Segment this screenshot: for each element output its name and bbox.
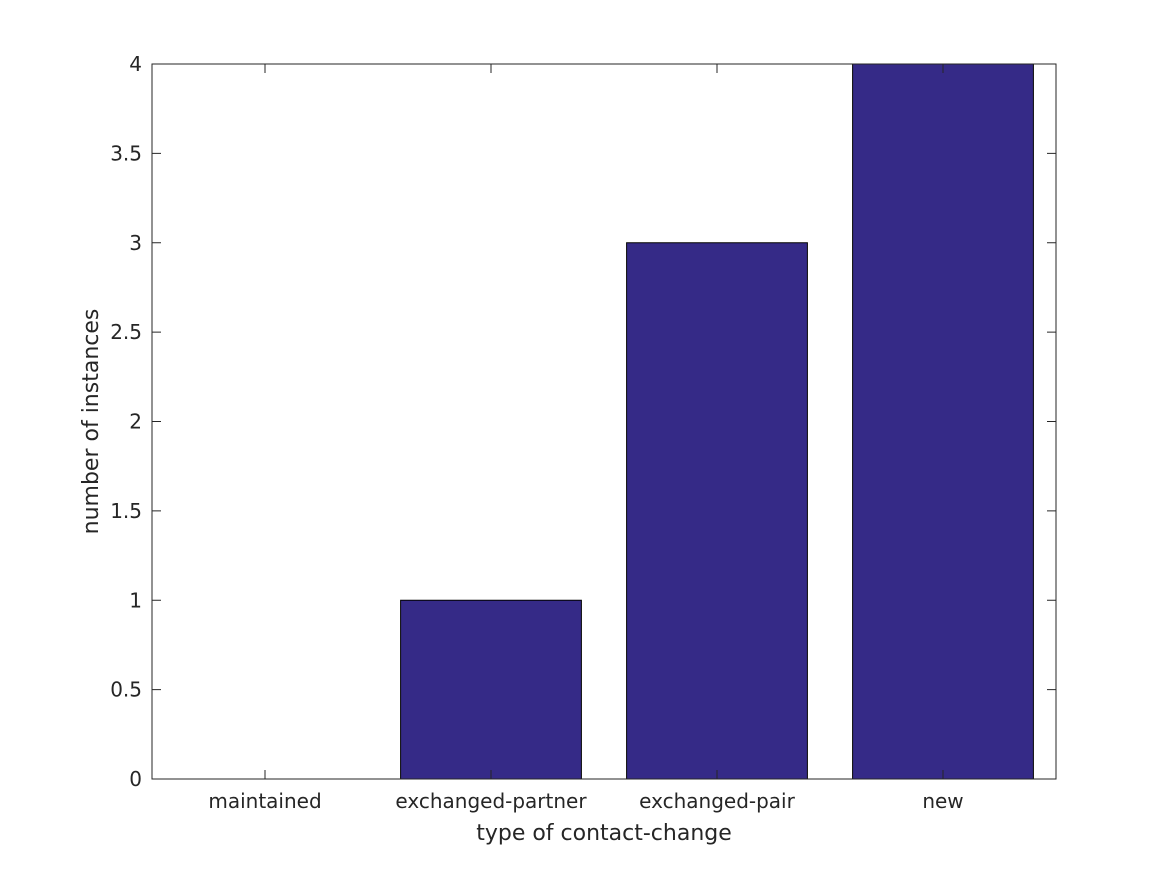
y-tick-label: 0 [129,767,142,791]
bar-new [852,63,1034,780]
axes-box [151,63,1057,780]
tick-labels-group: maintained exchanged-partner exchanged-pai… [110,52,963,813]
bar-exchanged-partner [400,599,582,780]
y-tick-label: 2 [129,410,142,434]
y-tick-label: 1.5 [110,499,142,523]
y-tick-label: 0.5 [110,678,142,702]
x-tick-label: exchanged-partner [395,789,587,813]
y-tick-label: 3 [129,231,142,255]
x-tick-label: maintained [208,789,321,813]
x-tick-label: exchanged-pair [639,789,795,813]
x-tick-label: new [922,789,963,813]
y-axis-label: number of instances [79,309,104,535]
y-tick-label: 2.5 [110,320,142,344]
y-tick-label: 1 [129,588,142,612]
y-tick-label: 3.5 [110,141,142,165]
bars-group [400,63,1034,780]
x-axis-label: type of contact-change [476,821,732,846]
bar-exchanged-pair [626,242,808,780]
y-tick-label: 4 [129,52,142,76]
